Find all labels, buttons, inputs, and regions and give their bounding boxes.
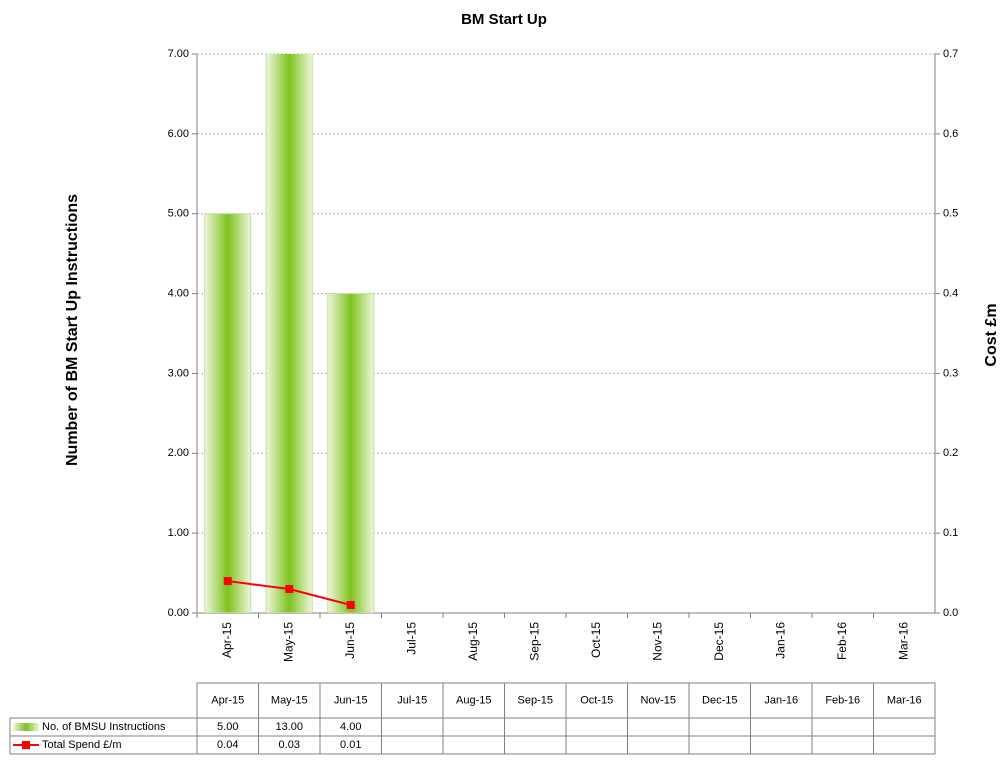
y-tick-label: 1.00 [168, 527, 189, 539]
table-header-label: Jan-16 [764, 694, 798, 706]
table-value: 0.04 [217, 739, 238, 751]
table-value: 4.00 [340, 721, 361, 733]
table-header-label: Apr-15 [211, 694, 244, 706]
bar [265, 54, 313, 613]
x-tick-label: Sep-15 [527, 622, 541, 661]
y-tick-label: 2.00 [168, 447, 189, 459]
table-cell [442, 717, 505, 737]
table-cell [811, 735, 874, 755]
x-tick-label: Mar-16 [896, 622, 910, 660]
table-cell [750, 735, 813, 755]
table-cell [627, 717, 690, 737]
y-tick-label: 6.00 [168, 128, 189, 140]
table-header-label: Sep-15 [518, 694, 553, 706]
x-tick-label: Jan-16 [773, 622, 787, 659]
y2-tick-label: 0.4 [943, 287, 958, 299]
legend-label: Total Spend £/m [42, 739, 122, 751]
table-cell [504, 735, 567, 755]
table-header-label: Feb-16 [825, 694, 860, 706]
table-value: 5.00 [217, 721, 238, 733]
y-axis-label: Number of BM Start Up Instructions [64, 194, 81, 466]
legend-key [22, 741, 30, 749]
table-cell [381, 735, 444, 755]
table-header-label: Oct-15 [580, 694, 613, 706]
table-header-label: Aug-15 [456, 694, 491, 706]
table-header-label: Nov-15 [641, 694, 676, 706]
x-tick-label: Nov-15 [650, 622, 664, 661]
y2-tick-label: 0.5 [943, 208, 958, 220]
table-cell [565, 735, 628, 755]
x-tick-label: Dec-15 [712, 622, 726, 661]
x-tick-label: Oct-15 [589, 622, 603, 658]
y2-tick-label: 0.6 [943, 128, 958, 140]
table-value: 0.03 [279, 739, 300, 751]
bar [204, 213, 252, 613]
table-cell [504, 717, 567, 737]
y2-tick-label: 0.2 [943, 447, 958, 459]
table-cell [565, 717, 628, 737]
table-cell [381, 717, 444, 737]
marker [346, 601, 355, 610]
y2-tick-label: 0.0 [943, 607, 958, 619]
table-header-label: Mar-16 [887, 694, 922, 706]
y-tick-label: 3.00 [168, 367, 189, 379]
x-tick-label: Apr-15 [220, 622, 234, 658]
table-cell [811, 717, 874, 737]
x-tick-label: Feb-16 [835, 622, 849, 660]
marker [285, 585, 294, 594]
legend-label: No. of BMSU Instructions [42, 721, 166, 733]
x-tick-label: Jun-15 [343, 622, 357, 659]
x-tick-label: Jul-15 [404, 622, 418, 655]
marker [223, 577, 232, 586]
table-cell [627, 735, 690, 755]
chart-title: BM Start Up [461, 11, 547, 28]
y-tick-label: 4.00 [168, 287, 189, 299]
y-tick-label: 0.00 [168, 607, 189, 619]
table-header-label: Jun-15 [334, 694, 368, 706]
table-cell [873, 735, 936, 755]
y2-tick-label: 0.1 [943, 527, 958, 539]
y2-tick-label: 0.7 [943, 48, 958, 60]
x-tick-label: May-15 [281, 622, 295, 662]
table-header-label: May-15 [271, 694, 308, 706]
table-value: 0.01 [340, 739, 361, 751]
y2-axis-label: Cost £m [983, 303, 1000, 366]
bar [327, 293, 375, 613]
table-cell [873, 717, 936, 737]
legend-key [13, 723, 39, 731]
y-tick-label: 5.00 [168, 208, 189, 220]
y-tick-label: 7.00 [168, 48, 189, 60]
table-cell [442, 735, 505, 755]
table-header-label: Jul-15 [397, 694, 427, 706]
table-header-label: Dec-15 [702, 694, 737, 706]
plot-area [204, 54, 375, 613]
table-cell [750, 717, 813, 737]
table-cell [688, 717, 751, 737]
x-tick-label: Aug-15 [466, 622, 480, 661]
table-value: 13.00 [275, 721, 303, 733]
table-cell [688, 735, 751, 755]
y2-tick-label: 0.3 [943, 367, 958, 379]
